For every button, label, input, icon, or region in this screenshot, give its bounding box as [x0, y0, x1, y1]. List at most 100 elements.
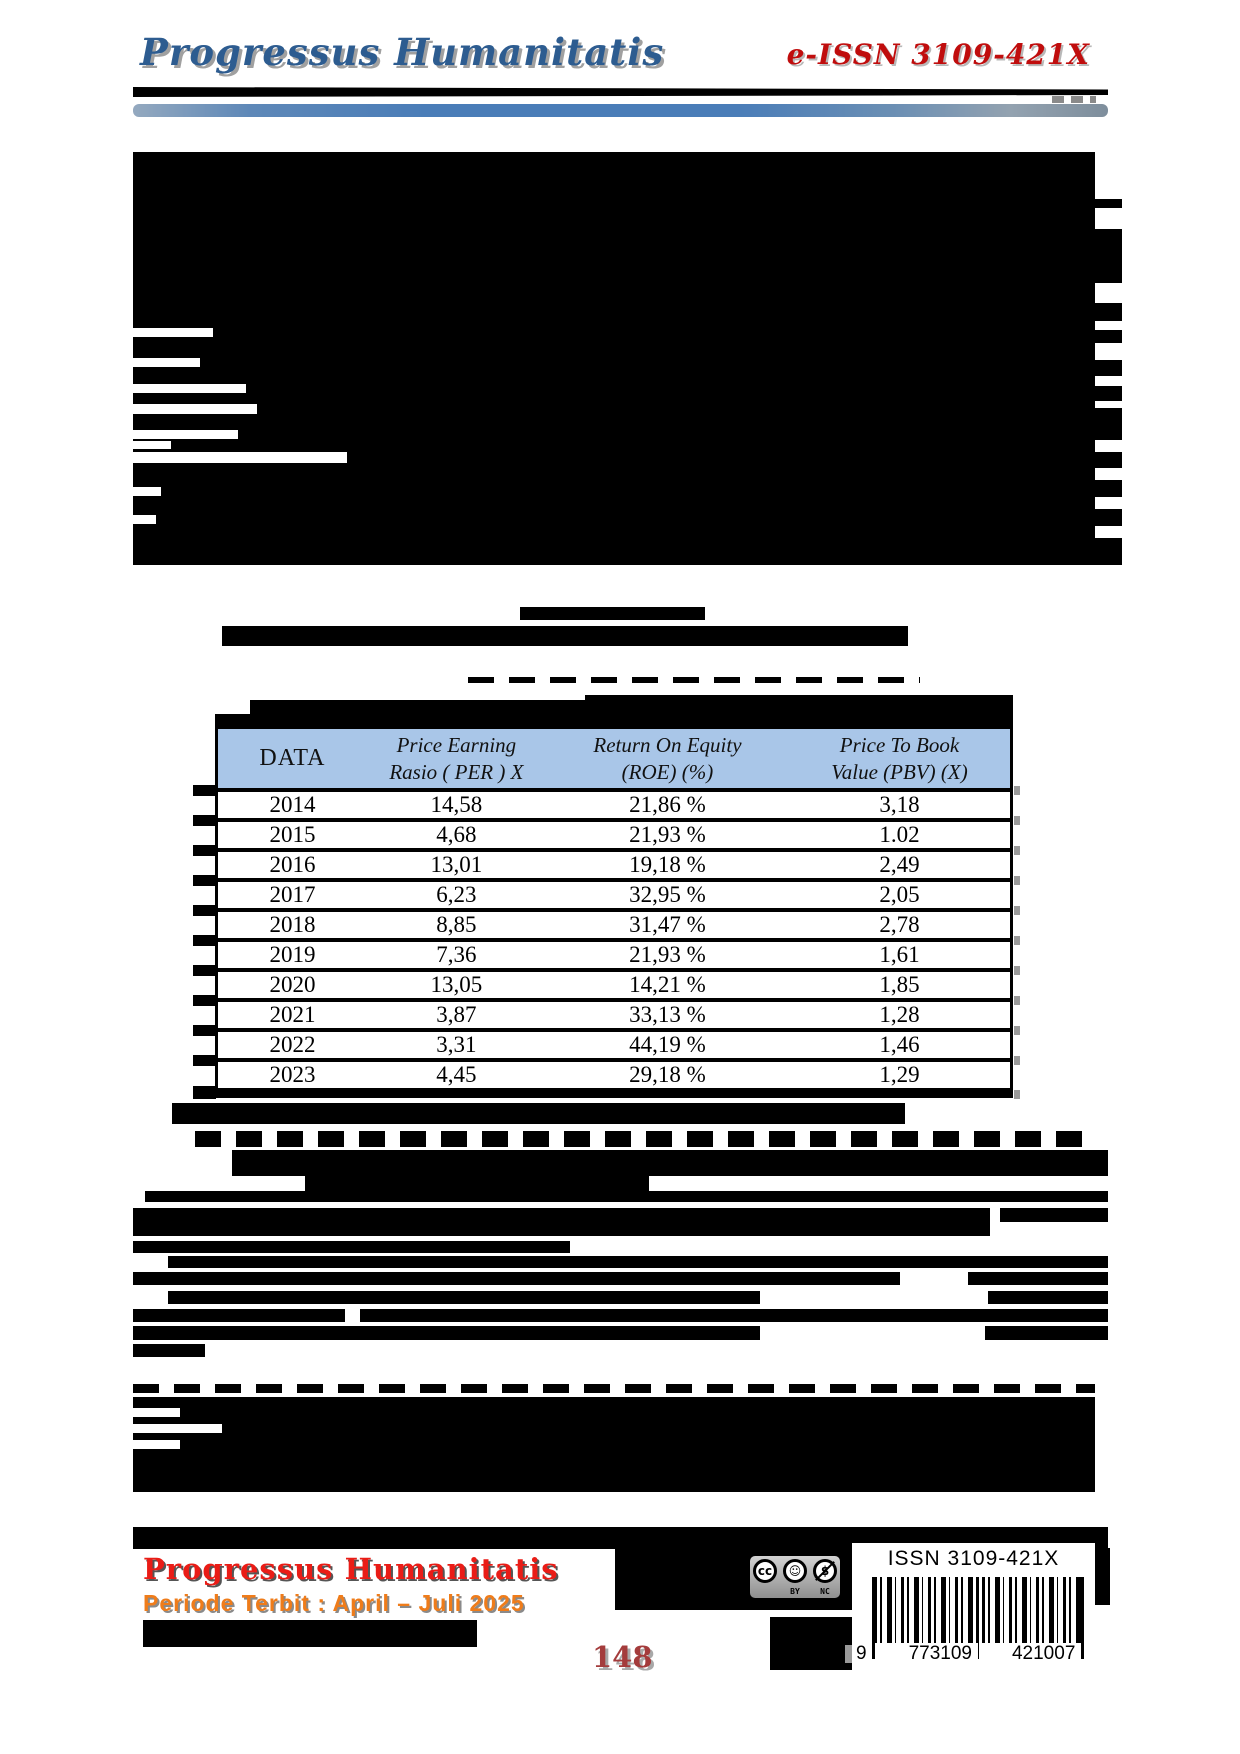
table-cell: 2017	[269, 882, 316, 907]
barcode-digit-left: 9	[854, 1643, 869, 1665]
table-cell: 2016	[269, 852, 316, 877]
redaction-bar	[193, 905, 216, 916]
table-cell: 2020	[269, 972, 316, 997]
redaction-bar	[193, 785, 216, 796]
table-col-header: Return On Equity (ROE) (%)	[593, 732, 742, 784]
table-cell: 3,87	[436, 1002, 477, 1027]
redaction-bar	[1014, 1090, 1020, 1099]
table-cell: 14,58	[430, 792, 483, 817]
table-cell: 3,31	[436, 1032, 477, 1057]
redaction-bar	[988, 1291, 1108, 1304]
table-cell: 2,05	[879, 882, 920, 907]
redaction-bar	[1014, 906, 1020, 915]
redaction-bar	[193, 845, 216, 856]
table-cell: 3,18	[879, 792, 920, 817]
table-cell: 2021	[269, 1002, 316, 1027]
table-cell: 2,49	[879, 852, 920, 877]
table-row: 2023 4,45 29,18 % 1,29	[218, 1062, 1010, 1088]
redaction-bar	[360, 1309, 1108, 1322]
table-cell: 31,47 %	[629, 912, 706, 937]
redaction-bar	[193, 815, 216, 826]
table-row: 2017 6,23 32,95 % 2,05	[218, 882, 1010, 912]
table-cell: 29,18 %	[629, 1062, 706, 1087]
redaction-gap	[133, 328, 213, 337]
redaction-bar	[133, 1208, 990, 1236]
journal-title: Progressus Humanitatis	[140, 30, 665, 74]
table-cell: 1,61	[879, 942, 920, 967]
table-row: 2021 3,87 33,13 % 1,28	[218, 1002, 1010, 1032]
table-row: 2020 13,05 14,21 % 1,85	[218, 972, 1010, 1002]
redaction-bar	[1014, 876, 1020, 885]
table-cell: 1.02	[879, 822, 920, 847]
financial-ratio-table: DATA Price Earning Rasio ( PER ) X Return O…	[215, 718, 1013, 1098]
redaction-bar	[1095, 1548, 1110, 1605]
table-cell: 4,45	[436, 1062, 477, 1087]
redaction-gap	[133, 430, 238, 439]
redaction-bar	[1014, 936, 1020, 945]
redaction-bar	[133, 1344, 205, 1357]
redaction-gap	[133, 1408, 180, 1417]
table-cell: 2014	[269, 792, 316, 817]
table-cell: 2022	[269, 1032, 316, 1057]
table-cell: 21,86 %	[629, 792, 706, 817]
table-cell: 4,68	[436, 822, 477, 847]
table-cell: 1,28	[879, 1002, 920, 1027]
redaction-bar	[133, 1326, 760, 1340]
table-header-row: DATA Price Earning Rasio ( PER ) X Return O…	[218, 729, 1010, 792]
table-cell: 19,18 %	[629, 852, 706, 877]
redaction-bar	[1014, 816, 1020, 825]
redaction-bar	[1095, 538, 1122, 565]
redaction-gap	[133, 452, 347, 463]
redaction-bar	[305, 1176, 649, 1191]
table-row: 2019 7,36 21,93 % 1,61	[218, 942, 1010, 972]
redaction-gap	[133, 1440, 180, 1449]
table-col-header: Price To Book Value (PBV) (X)	[831, 732, 968, 784]
table-body: 2014 14,58 21,86 % 3,18 2015 4,68 21,93 % 1.02 2…	[218, 792, 1010, 1088]
redaction-bar	[770, 1617, 852, 1670]
table-cell: 13,01	[430, 852, 483, 877]
redaction-bar	[1014, 1026, 1020, 1035]
table-cell: 7,36	[436, 942, 477, 967]
table-row: 2022 3,31 44,19 % 1,46	[218, 1032, 1010, 1062]
table-bottom-border	[218, 1088, 1010, 1098]
header-gradient-bar	[133, 104, 1108, 117]
cc-license-badge: cc ☺ BY $ NC	[750, 1556, 840, 1598]
table-row: 2016 13,01 19,18 % 2,49	[218, 852, 1010, 882]
table-cell: 8,85	[436, 912, 477, 937]
redaction-gap	[133, 384, 246, 393]
redaction-bar	[1095, 480, 1122, 497]
redaction-bar	[1014, 1056, 1020, 1065]
redaction-bar	[520, 607, 705, 620]
table-top-border	[218, 718, 1010, 729]
redaction-bar	[1014, 846, 1020, 855]
redaction-bar	[1000, 1208, 1108, 1222]
table-cell: 32,95 %	[629, 882, 706, 907]
redaction-bar	[1095, 199, 1122, 208]
redaction-bar	[133, 1272, 900, 1285]
table-cell: 33,13 %	[629, 1002, 706, 1027]
table-row: 2018 8,85 31,47 % 2,78	[218, 912, 1010, 942]
table-cell: 1,85	[879, 972, 920, 997]
barcode-guard-left	[872, 1577, 875, 1659]
table-cell: 14,21 %	[629, 972, 706, 997]
footer-journal-title: Progressus Humanitatis	[143, 1552, 559, 1586]
table-cell: 44,19 %	[629, 1032, 706, 1057]
cc-by-icon: ☺ BY	[783, 1559, 807, 1596]
redaction-bar	[968, 1272, 1108, 1285]
table-cell: 2023	[269, 1062, 316, 1087]
redaction-bar	[1095, 509, 1122, 526]
redaction-bar	[193, 935, 216, 946]
barcode-group1: 773109	[902, 1643, 978, 1665]
redaction-bar	[1095, 303, 1122, 321]
redaction-gap	[133, 404, 257, 414]
redaction-bar	[193, 965, 216, 976]
table-cell: 1,46	[879, 1032, 920, 1057]
redaction-bar	[1095, 408, 1122, 440]
redaction-bar	[168, 1291, 760, 1304]
barcode-guard-center	[976, 1577, 979, 1659]
redaction-bar	[250, 700, 600, 714]
redaction-bar	[133, 1384, 1095, 1393]
redaction-bar	[1095, 452, 1122, 468]
redaction-gap	[133, 487, 161, 496]
